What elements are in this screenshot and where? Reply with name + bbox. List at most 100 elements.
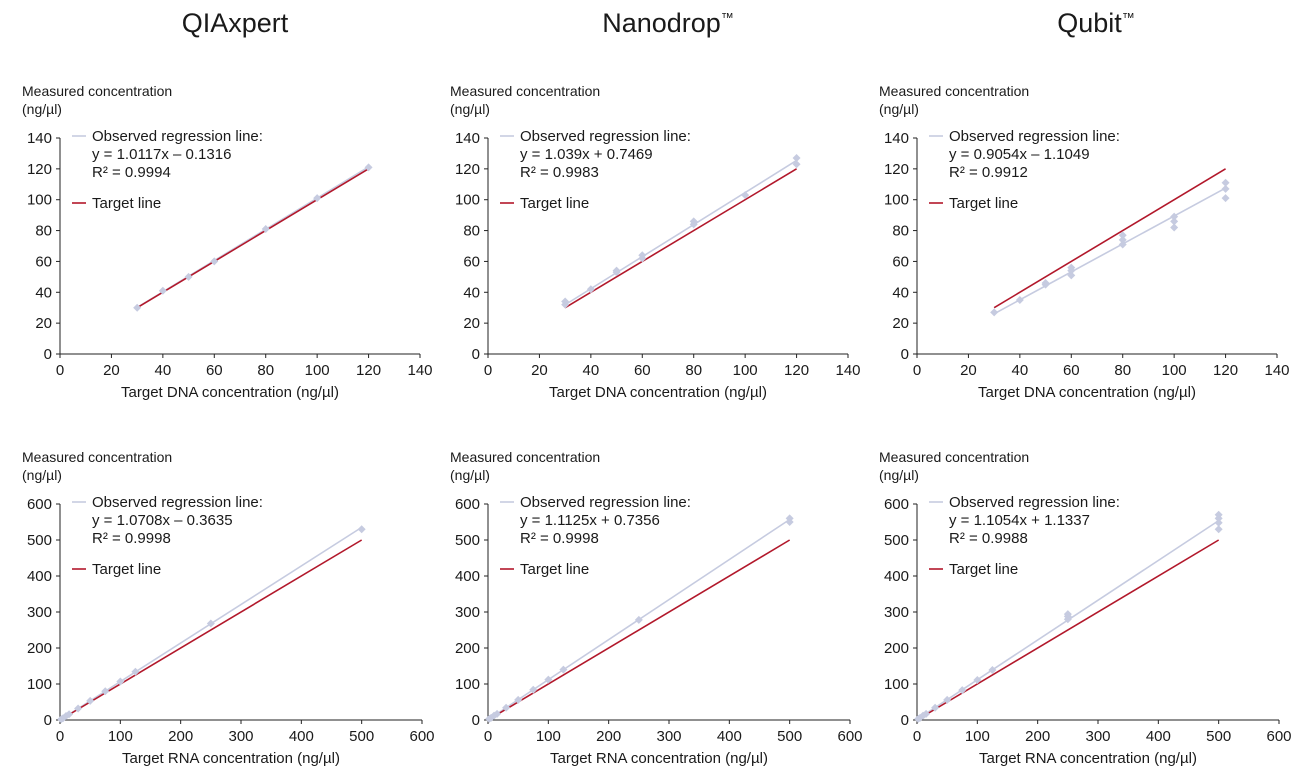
- y-tick-label: 80: [892, 223, 909, 240]
- regression-line: [564, 159, 797, 306]
- y-tick-label: 300: [884, 604, 909, 621]
- y-tick-label: 600: [27, 496, 52, 513]
- data-point: [689, 217, 698, 226]
- x-tick-label: 100: [1162, 362, 1187, 379]
- x-tick-label: 400: [1146, 728, 1171, 745]
- column-title-qubit: Qubit™: [946, 8, 1246, 39]
- x-tick-label: 100: [305, 362, 330, 379]
- y-tick-label: 120: [884, 161, 909, 178]
- data-point: [261, 225, 270, 234]
- x-axis-label: Target RNA concentration (ng/µl): [122, 750, 340, 767]
- data-point: [1118, 235, 1127, 244]
- data-point: [741, 191, 750, 200]
- x-tick-label: 0: [913, 362, 921, 379]
- y-tick-label: 500: [884, 532, 909, 549]
- data-point: [313, 194, 322, 203]
- x-tick-label: 20: [960, 362, 977, 379]
- y-tick-label: 100: [27, 676, 52, 693]
- x-axis-label: Target DNA concentration (ng/µl): [978, 384, 1196, 401]
- data-point: [1041, 279, 1050, 288]
- data-point: [792, 160, 801, 169]
- x-tick-label: 0: [56, 728, 64, 745]
- data-point: [638, 251, 647, 260]
- y-tick-label: 140: [455, 130, 480, 147]
- data-point: [529, 685, 538, 694]
- column-title-text: Qubit: [1057, 8, 1122, 38]
- data-point: [1214, 525, 1223, 534]
- legend-r-squared: R² = 0.9988: [949, 530, 1028, 547]
- data-point: [86, 696, 95, 705]
- y-axis-label-unit: (ng/µl): [450, 467, 490, 483]
- x-tick-label: 600: [409, 728, 434, 745]
- data-point: [988, 665, 997, 674]
- y-tick-label: 300: [455, 604, 480, 621]
- x-tick-label: 0: [56, 362, 64, 379]
- y-axis-label-unit: (ng/µl): [22, 101, 62, 117]
- y-tick-label: 400: [455, 568, 480, 585]
- y-tick-label: 60: [463, 253, 480, 270]
- y-tick-label: 140: [884, 130, 909, 147]
- legend-regression-label: Observed regression line:: [92, 128, 263, 145]
- x-tick-label: 600: [837, 728, 862, 745]
- data-point: [1170, 223, 1179, 232]
- x-tick-label: 400: [289, 728, 314, 745]
- data-point: [958, 686, 967, 695]
- data-point: [922, 709, 931, 718]
- x-tick-label: 40: [1012, 362, 1029, 379]
- column-title-text: Nanodrop: [602, 8, 721, 38]
- x-tick-label: 200: [596, 728, 621, 745]
- target-line: [916, 539, 1220, 721]
- data-point: [634, 615, 643, 624]
- data-point: [1118, 240, 1127, 249]
- x-axis-label: Target RNA concentration (ng/µl): [979, 750, 1197, 767]
- y-tick-label: 140: [27, 130, 52, 147]
- legend-equation: y = 1.1125x + 0.7356: [520, 512, 660, 529]
- x-tick-label: 200: [168, 728, 193, 745]
- data-point: [792, 154, 801, 163]
- x-tick-label: 100: [108, 728, 133, 745]
- y-tick-label: 500: [455, 532, 480, 549]
- x-tick-label: 100: [965, 728, 990, 745]
- y-tick-label: 20: [35, 315, 52, 332]
- data-point: [559, 665, 568, 674]
- trademark-mark: ™: [720, 10, 734, 25]
- x-tick-label: 500: [1206, 728, 1231, 745]
- x-tick-label: 80: [1114, 362, 1131, 379]
- x-tick-label: 300: [656, 728, 681, 745]
- y-tick-label: 40: [35, 284, 52, 301]
- y-axis-label-unit: (ng/µl): [22, 467, 62, 483]
- chart-panel-rna-qiaxpert: Measured concentration (ng/µl) 0 100 200 300 4…: [22, 449, 435, 767]
- legend-regression-label: Observed regression line:: [92, 494, 263, 511]
- column-title-qiaxpert: QIAxpert: [85, 8, 385, 39]
- legend-equation: y = 0.9054x – 1.1049: [949, 146, 1090, 163]
- data-point: [514, 695, 523, 704]
- x-tick-label: 80: [257, 362, 274, 379]
- y-tick-label: 20: [892, 315, 909, 332]
- data-point: [206, 619, 215, 628]
- y-tick-label: 60: [892, 253, 909, 270]
- legend-r-squared: R² = 0.9983: [520, 164, 599, 181]
- chart-panel-rna-qubit: Measured concentration (ng/µl) 0 100 200 300 4…: [879, 449, 1292, 767]
- legend-target-label: Target line: [520, 561, 589, 578]
- y-axis-label-unit: (ng/µl): [879, 467, 919, 483]
- legend-target-label: Target line: [92, 195, 161, 212]
- x-tick-label: 200: [1025, 728, 1050, 745]
- y-axis-label: Measured concentration: [879, 83, 1029, 99]
- legend-equation: y = 1.0117x – 0.1316: [92, 146, 231, 163]
- x-tick-label: 20: [103, 362, 120, 379]
- legend-target-label: Target line: [949, 195, 1018, 212]
- data-point: [1221, 194, 1230, 203]
- x-tick-label: 140: [407, 362, 432, 379]
- data-point: [1067, 271, 1076, 280]
- column-title-text: QIAxpert: [181, 8, 289, 38]
- x-tick-label: 120: [1213, 362, 1238, 379]
- y-tick-label: 0: [901, 346, 909, 363]
- data-point: [184, 272, 193, 281]
- x-tick-label: 120: [356, 362, 381, 379]
- data-point: [586, 285, 595, 294]
- x-axis-label: Target DNA concentration (ng/µl): [549, 384, 767, 401]
- y-axis-label: Measured concentration: [22, 83, 172, 99]
- x-tick-label: 100: [536, 728, 561, 745]
- y-axis-label-unit: (ng/µl): [450, 101, 490, 117]
